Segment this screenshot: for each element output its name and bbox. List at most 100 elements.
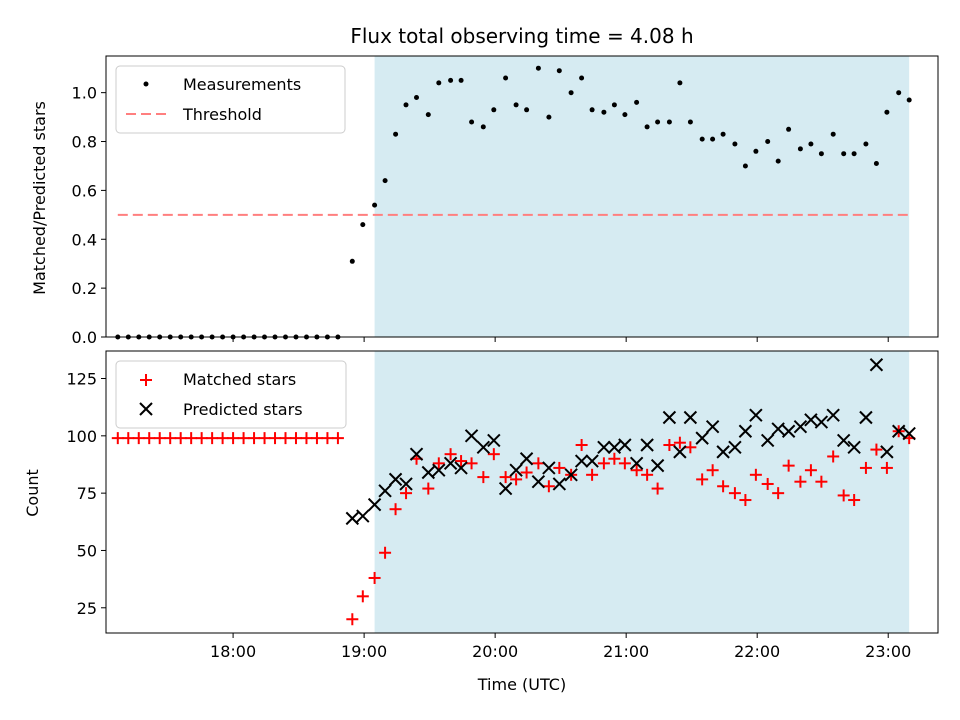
measurement-point xyxy=(372,202,378,208)
measurement-point xyxy=(556,68,562,74)
bottom-axes-frame xyxy=(105,350,939,634)
predicted-star-point xyxy=(891,424,906,438)
predicted-star-point xyxy=(388,472,403,487)
matched-star-point xyxy=(346,613,359,626)
bottom-x-axis: 18:00 19:00 20:00 21:00 22:00 23:00 xyxy=(210,633,911,661)
predicted-star-point xyxy=(378,484,392,498)
matched-star-point xyxy=(432,457,445,470)
x-tick-label: 20:00 xyxy=(472,642,518,661)
predicted-star-point xyxy=(771,422,785,436)
top-y-tick-label: 0.0 xyxy=(72,328,97,347)
measurement-point xyxy=(601,109,607,115)
matched-stars-series xyxy=(111,425,916,626)
matched-star-point xyxy=(772,487,785,500)
measurement-point xyxy=(469,119,475,125)
matched-star-point xyxy=(641,468,654,481)
measurement-point xyxy=(753,148,759,154)
predicted-star-point xyxy=(738,424,753,438)
predicted-star-point xyxy=(650,458,665,473)
top-y-axis: 0.0 0.2 0.4 0.6 0.8 1.0 xyxy=(72,84,106,347)
measurement-point xyxy=(720,131,726,137)
matched-star-point xyxy=(477,471,490,484)
measurement-point xyxy=(535,65,541,71)
matched-star-point xyxy=(837,489,850,502)
matched-star-point xyxy=(553,461,566,474)
top-legend: Measurements Threshold xyxy=(115,65,346,134)
matched-star-point xyxy=(164,432,177,445)
measurement-point xyxy=(808,141,814,147)
predicted-star-point xyxy=(859,410,873,425)
measurement-point xyxy=(742,163,748,169)
measurement-point xyxy=(436,80,442,86)
predicted-star-point xyxy=(728,440,742,454)
top-legend-box xyxy=(115,65,346,134)
top-axes-frame xyxy=(105,55,939,338)
matched-star-point xyxy=(368,571,381,584)
measurement-point xyxy=(841,151,847,157)
matched-star-point xyxy=(859,461,872,474)
measurement-point xyxy=(503,75,509,81)
matched-star-point xyxy=(227,432,240,445)
matched-star-point xyxy=(510,473,523,486)
matched-star-point xyxy=(586,468,599,481)
predicted-star-point xyxy=(760,433,775,448)
x-tick-label: 22:00 xyxy=(734,642,780,661)
predicted-star-point xyxy=(793,419,808,434)
top-y-tick-label: 0.8 xyxy=(72,133,97,152)
measurement-point xyxy=(786,126,792,132)
measurement-point xyxy=(732,141,738,147)
predicted-star-point xyxy=(804,413,818,427)
bottom-y-axis: 25 50 75 100 125 xyxy=(66,370,106,618)
legend-predicted-label: Predicted stars xyxy=(183,400,303,419)
measurement-point xyxy=(382,178,388,184)
matched-star-point xyxy=(630,464,643,477)
matched-star-point xyxy=(185,432,198,445)
matched-star-point xyxy=(532,457,545,470)
predicted-star-point xyxy=(476,440,491,454)
predicted-star-point xyxy=(695,431,709,445)
top-y-tick-label: 0.6 xyxy=(72,181,97,200)
bottom-observing-window xyxy=(374,351,910,633)
legend-predicted-marker xyxy=(139,402,153,416)
measurement-point xyxy=(863,141,869,147)
matched-star-point xyxy=(465,457,478,470)
top-panel: 0.0 0.2 0.4 0.6 0.8 1.0 Matched/Predicted sta… xyxy=(30,55,939,347)
predicted-star-point xyxy=(519,452,534,466)
predicted-star-point xyxy=(705,419,720,434)
chart-title: Flux total observing time = 4.08 h xyxy=(350,24,693,48)
bottom-panel: 25 50 75 100 125 18:00 19:00 20:00 21:00 22:00 23… xyxy=(23,350,939,694)
measurement-point xyxy=(687,119,693,125)
bottom-y-tick-label: 100 xyxy=(66,427,97,446)
x-axis-label: Time (UTC) xyxy=(477,675,566,694)
measurement-point xyxy=(699,136,705,142)
measurement-point xyxy=(666,119,672,125)
top-y-tick-label: 1.0 xyxy=(72,84,97,103)
matched-star-point xyxy=(782,459,795,472)
predicted-star-point xyxy=(399,477,413,491)
matched-star-point xyxy=(794,475,807,488)
measurement-point xyxy=(360,222,366,228)
matched-star-point xyxy=(827,450,840,463)
matched-star-point xyxy=(684,441,697,454)
matched-star-point xyxy=(499,471,512,484)
bottom-legend: Matched stars Predicted stars xyxy=(115,360,347,429)
predicted-star-point xyxy=(487,433,501,448)
matched-star-point xyxy=(618,457,631,470)
measurement-point xyxy=(546,114,552,120)
predicted-star-point xyxy=(454,461,468,475)
matched-star-point xyxy=(444,448,457,461)
predicted-star-point xyxy=(421,465,436,480)
predicted-star-point xyxy=(574,454,589,468)
predicted-star-point xyxy=(836,433,851,448)
legend-measurements-label: Measurements xyxy=(183,75,301,94)
matched-star-point xyxy=(153,432,166,445)
predicted-star-point xyxy=(367,497,382,512)
top-x-ticks xyxy=(232,337,889,342)
matched-star-point xyxy=(143,432,156,445)
measurement-point xyxy=(480,124,486,130)
matched-star-point xyxy=(300,432,313,445)
predicted-star-point xyxy=(585,454,599,468)
matched-star-point xyxy=(520,466,533,479)
matched-star-point xyxy=(739,494,752,507)
matched-star-point xyxy=(717,480,730,493)
